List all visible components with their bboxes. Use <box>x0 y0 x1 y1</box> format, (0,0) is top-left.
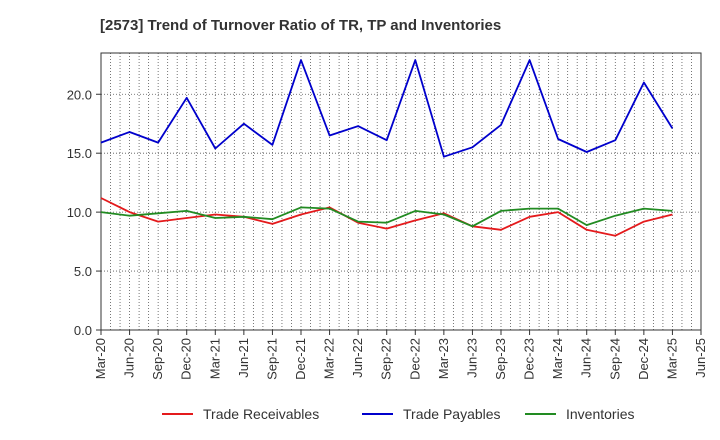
x-tick-label: Jun-21 <box>236 338 251 378</box>
x-tick-label: Sep-22 <box>379 338 394 380</box>
series-lines <box>100 59 674 237</box>
x-tick-label: Sep-23 <box>493 338 508 380</box>
y-tick-label: 10.0 <box>67 205 92 220</box>
legend-label-2: Inventories <box>566 406 634 422</box>
y-tick-label: 20.0 <box>67 87 92 102</box>
x-tick-label: Mar-21 <box>207 338 222 379</box>
legend: Trade Receivables Trade Payables Inventori… <box>162 406 634 422</box>
y-tick-label: 5.0 <box>74 264 92 279</box>
x-tick-label: Jun-22 <box>350 338 365 378</box>
plot-frame <box>100 52 702 331</box>
x-tick-label: Sep-21 <box>264 338 279 380</box>
x-tick-label: Jun-24 <box>579 338 594 378</box>
series-line-0 <box>100 197 673 237</box>
grid <box>101 53 701 330</box>
x-tick-label: Jun-20 <box>122 338 137 378</box>
x-tick-label: Mar-25 <box>664 338 679 379</box>
x-tick-label: Dec-20 <box>179 338 194 380</box>
y-tick-label: 15.0 <box>67 146 92 161</box>
x-tick-label: Mar-22 <box>322 338 337 379</box>
axes: 0.0 5.0 10.0 15.0 20.0 Mar-20 Jun-20 Sep-20 Dec-… <box>67 52 708 380</box>
x-tick-label: Sep-20 <box>150 338 165 380</box>
series-line-2 <box>100 206 673 228</box>
x-tick-label: Jun-25 <box>693 338 708 378</box>
x-tick-label: Mar-20 <box>93 338 108 379</box>
chart-title: [2573] Trend of Turnover Ratio of TR, TP… <box>100 17 501 34</box>
x-tick-label: Dec-24 <box>636 338 651 380</box>
x-tick-label: Mar-23 <box>436 338 451 379</box>
x-tick-label: Jun-23 <box>464 338 479 378</box>
legend-label-0: Trade Receivables <box>203 406 319 422</box>
x-tick-label: Mar-24 <box>550 338 565 379</box>
x-tick-label: Sep-24 <box>607 338 622 380</box>
x-tick-label: Dec-23 <box>522 338 537 380</box>
x-tick-label: Dec-21 <box>293 338 308 380</box>
x-tick-label: Dec-22 <box>407 338 422 380</box>
legend-label-1: Trade Payables <box>403 406 501 422</box>
series-line-1 <box>100 59 674 158</box>
y-tick-label: 0.0 <box>74 323 92 338</box>
